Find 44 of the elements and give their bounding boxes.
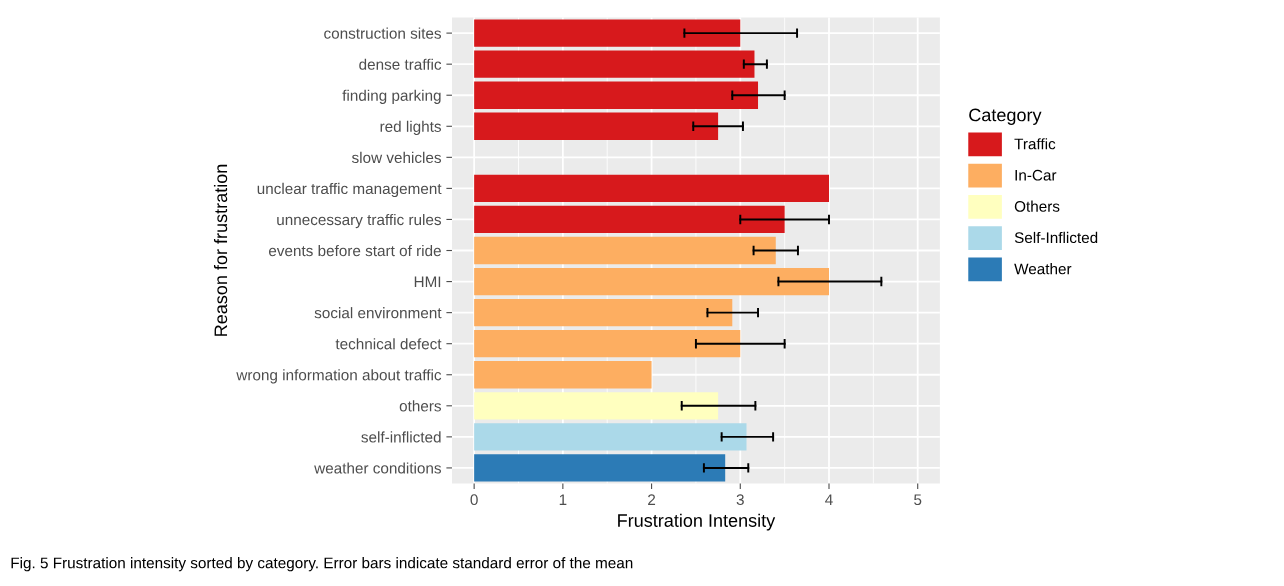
- y-tick-label: others: [399, 400, 441, 412]
- legend-label: Self-Inflicted: [1014, 231, 1098, 244]
- bar: [474, 392, 719, 420]
- bar: [474, 81, 759, 109]
- bar: [474, 19, 741, 47]
- y-tick-label: construction sites: [324, 27, 442, 39]
- bar: [474, 236, 776, 265]
- y-tick-label: events before start of ride: [268, 244, 441, 257]
- bar: [474, 50, 755, 78]
- bar: [474, 361, 652, 389]
- legend-label: Traffic: [1014, 138, 1056, 150]
- bar: [474, 298, 733, 327]
- x-axis-title: Frustration Intensity: [618, 513, 776, 531]
- x-tick-label: 3: [736, 494, 744, 506]
- y-tick-label: HMI: [414, 276, 441, 288]
- x-tick-label: 0: [470, 494, 478, 506]
- x-tick-label: 2: [648, 494, 656, 505]
- bar: [474, 454, 726, 482]
- y-tick-label: unnecessary traffic rules: [277, 213, 442, 229]
- legend-label: Others: [1014, 200, 1060, 212]
- x-tick-label: 1: [559, 494, 567, 505]
- y-tick-label: self-inflicted: [361, 431, 441, 443]
- bar: [474, 330, 741, 358]
- bar: [474, 205, 785, 234]
- legend-label: In-Car: [1015, 169, 1057, 181]
- bar: [474, 174, 829, 203]
- bar: [474, 267, 829, 296]
- x-tick-label: 5: [914, 494, 922, 506]
- y-tick-label: red lights: [380, 120, 441, 135]
- y-tick-label: dense traffic: [359, 58, 442, 70]
- y-tick-label: social environment: [314, 307, 442, 319]
- y-tick-label: unclear traffic management: [257, 182, 442, 198]
- caption: Fig. 5 Frustration intensity sorted by category. Error bars indicate standard error of the mean: [11, 557, 633, 572]
- legend-label: Weather: [1014, 263, 1072, 275]
- y-axis-title: Reason for frustration: [213, 164, 228, 336]
- y-tick-label: technical defect: [335, 338, 442, 350]
- y-tick-label: weather conditions: [314, 462, 442, 474]
- legend-title: Category: [969, 108, 1042, 125]
- y-tick-label: finding parking: [342, 89, 441, 104]
- y-tick-label: wrong information about traffic: [236, 369, 442, 384]
- bar: [474, 112, 719, 140]
- y-tick-label: slow vehicles: [351, 151, 441, 164]
- bar: [474, 423, 747, 451]
- x-tick-label: 4: [825, 494, 833, 505]
